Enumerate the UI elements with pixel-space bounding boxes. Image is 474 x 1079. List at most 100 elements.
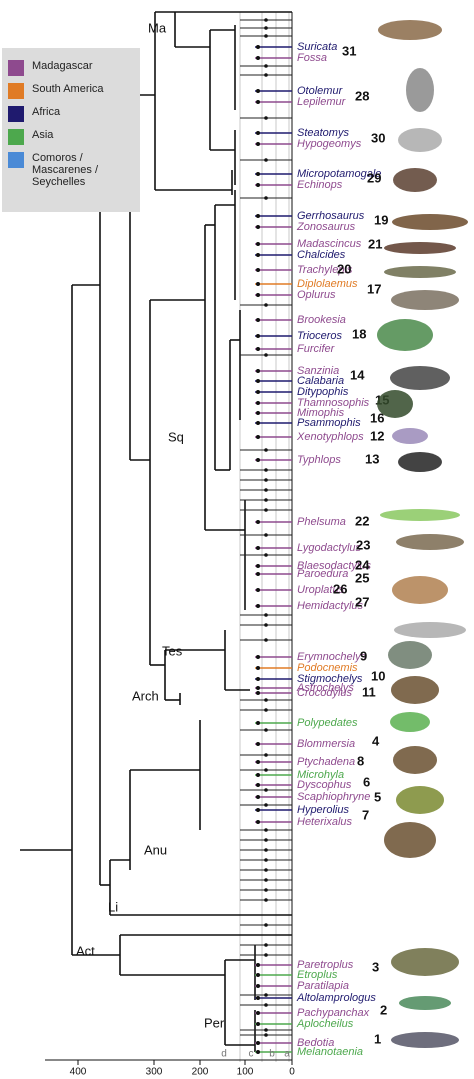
taxon-label: Gerrhosaurus — [297, 210, 365, 222]
node — [264, 803, 268, 807]
node — [264, 1028, 268, 1032]
taxon-label: Aplocheilus — [296, 1018, 354, 1030]
node — [256, 795, 260, 799]
node — [256, 1041, 260, 1045]
node — [256, 369, 260, 373]
taxon-label: Phelsuma — [297, 516, 346, 528]
animal-photo — [394, 622, 466, 638]
node — [264, 828, 268, 832]
node — [256, 691, 260, 695]
node — [264, 34, 268, 38]
animal-photo — [391, 1032, 459, 1048]
taxon-label: Ditypophis — [297, 386, 349, 398]
animal-photo — [378, 20, 442, 40]
figure-number: 17 — [367, 281, 381, 296]
node — [256, 666, 260, 670]
figure-number: 13 — [365, 451, 379, 466]
figure-number: 16 — [370, 410, 384, 425]
tick-label: 400 — [70, 1067, 87, 1078]
taxon-label: Paratilapia — [297, 980, 349, 992]
node — [256, 783, 260, 787]
clade-label: Ma — [148, 20, 167, 35]
taxon-label: Mimophis — [297, 407, 345, 419]
clade-label: Sq — [168, 429, 184, 444]
node — [264, 468, 268, 472]
node — [264, 953, 268, 957]
node — [264, 613, 268, 617]
figure-number: 10 — [371, 668, 385, 683]
taxon-label: Hypogeomys — [297, 138, 362, 150]
figure-number: 19 — [374, 212, 388, 227]
animal-photo — [396, 786, 444, 814]
taxon-label: Altolamprologus — [296, 992, 376, 1004]
animal-photo — [380, 509, 460, 521]
animal-photo — [384, 822, 436, 858]
node — [256, 183, 260, 187]
legend-swatch — [8, 129, 24, 145]
clade-label: Arch — [132, 688, 159, 703]
legend-label: Africa — [32, 106, 61, 118]
node — [264, 768, 268, 772]
node — [256, 242, 260, 246]
node — [256, 604, 260, 608]
node — [264, 508, 268, 512]
taxon-label: Otolemur — [297, 85, 344, 97]
taxon-label: Crocodylus — [297, 687, 353, 699]
taxon-label: Typhlops — [297, 454, 341, 466]
node — [256, 721, 260, 725]
taxon-label: Diplolaemus — [297, 278, 358, 290]
taxon-label: Thamnosophis — [297, 397, 370, 409]
animal-photo — [377, 390, 413, 418]
node — [264, 533, 268, 537]
period-label: a — [284, 1049, 290, 1060]
node — [256, 588, 260, 592]
legend-label: Comoros / Mascarenes / Seychelles — [32, 152, 99, 188]
animal-photo — [406, 68, 434, 112]
node — [256, 1050, 260, 1054]
taxon-label: Calabaria — [297, 375, 344, 387]
node — [264, 73, 268, 77]
node — [256, 686, 260, 690]
figure-number: 2 — [380, 1002, 387, 1017]
node — [264, 888, 268, 892]
taxon-label: Fossa — [297, 52, 327, 64]
figure-number: 27 — [355, 594, 369, 609]
node — [256, 334, 260, 338]
node — [256, 131, 260, 135]
node — [264, 708, 268, 712]
node — [256, 564, 260, 568]
node — [264, 1033, 268, 1037]
taxon-label: Pachypanchax — [297, 1007, 370, 1019]
legend-label: Asia — [32, 129, 54, 141]
figure-number: 28 — [355, 88, 369, 103]
clade-label: Anu — [144, 842, 167, 857]
node — [256, 282, 260, 286]
taxon-label: Etroplus — [297, 969, 338, 981]
node — [256, 401, 260, 405]
legend: Madagascar South America Africa Asia Comoros… — [2, 48, 140, 212]
node — [256, 318, 260, 322]
node — [264, 64, 268, 68]
node — [256, 963, 260, 967]
animal-photo — [388, 641, 432, 669]
figure-number: 14 — [350, 367, 365, 382]
tick-label: 300 — [146, 1067, 163, 1078]
node — [264, 858, 268, 862]
node — [256, 56, 260, 60]
animal-photo — [399, 996, 451, 1010]
animal-photo — [392, 576, 448, 604]
animal-photo — [392, 428, 428, 444]
node — [256, 655, 260, 659]
figure-number: 18 — [352, 326, 366, 341]
node — [256, 89, 260, 93]
node — [264, 623, 268, 627]
animal-photo — [384, 242, 456, 254]
legend-swatch — [8, 152, 24, 168]
animal-photo — [398, 128, 442, 152]
node — [256, 347, 260, 351]
node — [256, 225, 260, 229]
node — [256, 293, 260, 297]
node — [256, 996, 260, 1000]
node — [256, 1022, 260, 1026]
